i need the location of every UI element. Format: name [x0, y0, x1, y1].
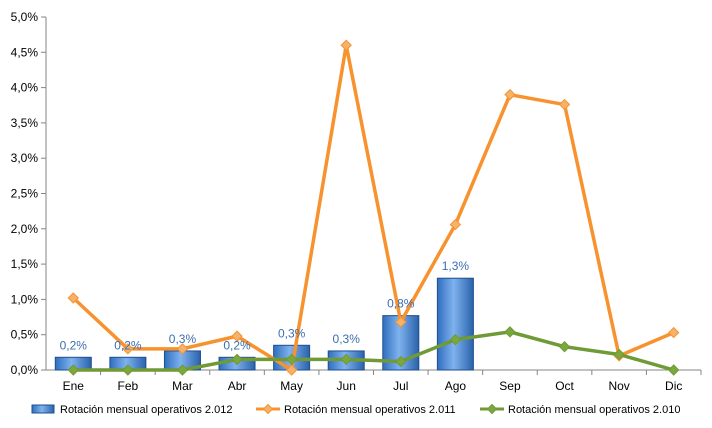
x-tick-label: Jun [337, 379, 356, 393]
y-tick-label: 3,5% [11, 116, 39, 130]
series-point [504, 326, 516, 338]
y-tick-label: 0,0% [11, 363, 39, 377]
y-tick-label: 5,0% [11, 10, 39, 24]
series-point [340, 353, 352, 366]
y-tick-label: 3,0% [11, 151, 39, 165]
x-tick-label: Nov [608, 379, 629, 393]
line-series [67, 39, 680, 376]
y-tick-labels: 0,0% 0,5% 1,0% 1,5% 2,0% 2,5% 3,0% 3,5% 4,0% 4,5%… [11, 10, 46, 377]
x-tick-label: Mar [172, 379, 193, 393]
series-point [668, 326, 680, 339]
bar-data-label: 0,3% [278, 326, 306, 340]
x-tick-label: Sep [499, 379, 521, 393]
series-point [176, 343, 189, 355]
legend-marker [486, 403, 498, 415]
series-point [449, 218, 462, 231]
series-point [558, 340, 571, 353]
bar-data-label: 0,2% [114, 338, 142, 352]
x-tick-label: Oct [555, 379, 574, 393]
legend-label: Rotación mensual operativos 2.010 [508, 404, 680, 416]
series-point [231, 330, 243, 342]
bar-data-label: 0,8% [387, 297, 415, 311]
y-tick-label: 2,0% [11, 222, 39, 236]
y-tick-label: 1,0% [11, 292, 39, 306]
series-line [71, 330, 676, 372]
series-point [285, 353, 298, 366]
bar-data-label: 0,3% [169, 332, 197, 346]
x-tick-label: Jul [393, 379, 408, 393]
x-tick-labels: Ene Feb Mar Abr May Jun Jul Ago Sep Oct Nov Dic [63, 370, 702, 393]
bar-data-label: 0,2% [223, 338, 251, 352]
bar-data-label: 0,2% [60, 338, 88, 352]
series-point [668, 364, 680, 376]
bar [436, 277, 474, 371]
legend: Rotación mensual operativos 2.012 Rotació… [31, 403, 680, 416]
axis-layer [45, 17, 701, 371]
series-point [122, 364, 134, 376]
legend-label: Rotación mensual operativos 2.012 [60, 404, 232, 416]
x-tick-label: Feb [118, 379, 139, 393]
series-point [558, 98, 571, 111]
series-point [395, 355, 407, 368]
series-point [613, 348, 625, 361]
x-tick-label: Dic [665, 379, 682, 393]
series-point [395, 316, 407, 328]
y-tick-label: 0,5% [11, 328, 39, 342]
series-point [122, 343, 134, 355]
series-point [504, 88, 516, 101]
x-tick-label: Abr [228, 379, 247, 393]
y-tick-label: 2,5% [11, 187, 39, 201]
bar-data-label: 1,3% [442, 259, 470, 273]
series-point [231, 353, 243, 366]
data-labels: 0,2% 0,2% 0,3% 0,2% 0,3% 0,3% 0,8% 1,3% [60, 259, 470, 352]
series-point [67, 364, 79, 376]
legend-label: Rotación mensual operativos 2.011 [284, 404, 456, 416]
x-tick-label: May [280, 379, 303, 393]
x-tick-label: Ene [63, 379, 85, 393]
x-tick-label: Ago [445, 379, 467, 393]
series-point [285, 364, 298, 376]
series-point [340, 39, 352, 51]
series-point [449, 333, 462, 346]
series-point [176, 364, 189, 376]
legend-swatch [31, 404, 55, 414]
legend-marker [262, 403, 274, 415]
y-tick-label: 4,0% [11, 81, 39, 95]
y-tick-label: 1,5% [11, 257, 39, 271]
series-line [71, 43, 676, 372]
bar-data-label: 0,3% [333, 332, 361, 346]
y-tick-label: 4,5% [11, 45, 39, 59]
series-point [67, 292, 79, 304]
